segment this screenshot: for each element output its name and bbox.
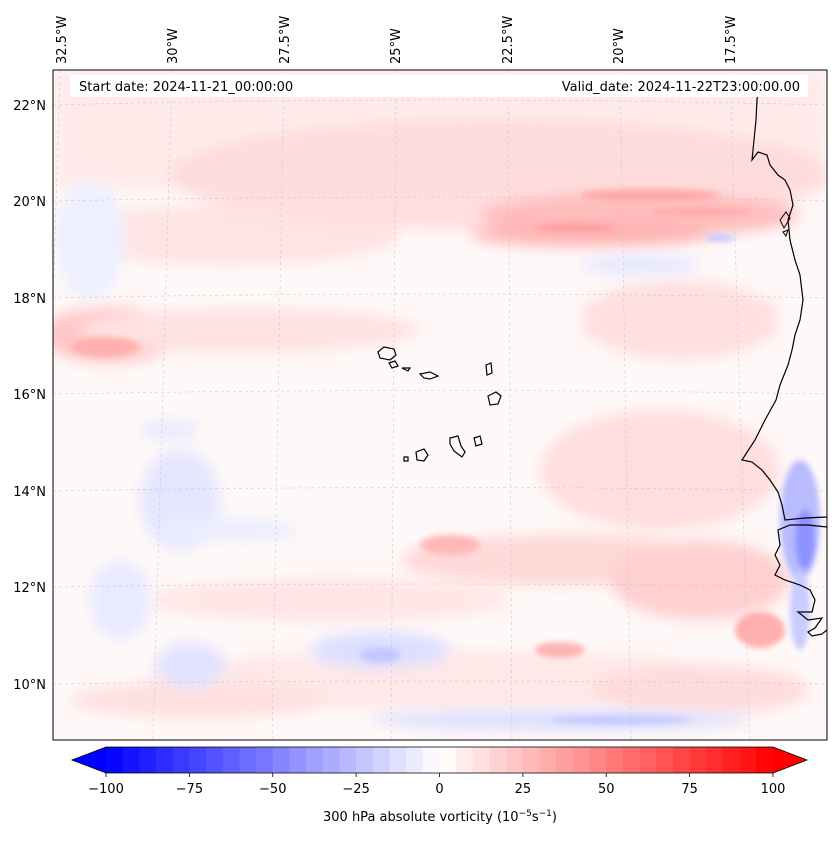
colorbar-label-unit: s (532, 810, 539, 825)
colorbar-cell (222, 747, 240, 773)
colorbar-cell (706, 747, 724, 773)
colorbar-cell (472, 747, 491, 773)
lon-label-17-5w: 17.5°W (724, 16, 739, 64)
colorbar-cell (239, 747, 257, 773)
colorbar-tick-label: −50 (259, 782, 286, 797)
colorbar-tick-label: 0 (435, 782, 443, 797)
colorbar-tick-label: −75 (176, 782, 203, 797)
colorbar-label-exp2: −1 (539, 809, 552, 819)
colorbar-label-exp1: −5 (519, 809, 532, 819)
colorbar-cell (656, 747, 674, 773)
lat-label-22n: 22°N (13, 99, 46, 114)
colorbar-cell (272, 747, 290, 773)
island-santiago (449, 435, 466, 458)
colorbar-cell (289, 747, 307, 773)
map-panel: Start date: 2024-11-21_00:00:00 Valid_da… (53, 70, 827, 740)
colorbar-tick-label: 100 (761, 782, 786, 797)
african-coastline (741, 74, 827, 637)
colorbar-cell (189, 747, 207, 773)
island-sal (485, 362, 493, 376)
colorbar-cell (156, 747, 174, 773)
colorbar-tick-label: 50 (598, 782, 615, 797)
island-sao-nicolau (418, 371, 440, 380)
island-santo-antao (377, 346, 397, 361)
colorbar-cell (372, 747, 390, 773)
colorbar-cell (506, 747, 524, 773)
colorbar-tick-label: −100 (88, 782, 124, 797)
colorbar-tick-label: 75 (681, 782, 698, 797)
lat-label-14n: 14°N (13, 485, 46, 500)
colorbar-cell (722, 747, 741, 773)
valid-date-label: Valid_date: 2024-11-22T23:00:00.00 (562, 80, 800, 95)
colorbar-cell (522, 747, 541, 773)
colorbar-cell (172, 747, 190, 773)
island-sao-vicente (388, 360, 399, 369)
cabo-verde-islands (377, 346, 502, 462)
lon-label-27-5w: 27.5°W (278, 16, 293, 64)
lat-label-20n: 20°N (13, 195, 46, 210)
colorbar-cell (689, 747, 707, 773)
lat-label-16n: 16°N (13, 388, 46, 403)
colorbar-cell (556, 747, 574, 773)
colorbar-cell (756, 747, 774, 773)
lon-label-25w: 25°W (389, 28, 404, 64)
lon-label-20w: 20°W (612, 28, 627, 64)
colorbar-extend-max (773, 747, 807, 773)
island-brava (403, 456, 409, 462)
colorbar-extend-min (72, 747, 106, 773)
colorbar-cell (422, 747, 440, 773)
colorbar-cell (572, 747, 591, 773)
colorbar-cell (406, 747, 424, 773)
negative-vorticity-broad (55, 180, 750, 730)
colorbar-cell (356, 747, 374, 773)
colorbar-cell (206, 747, 224, 773)
latitude-labels: 22°N 20°N 18°N 16°N 14°N 12°N 10°N (13, 99, 46, 693)
colorbar-label: 300 hPa absolute vorticity (10−5s−1) (323, 809, 557, 825)
colorbar-label-close: ) (552, 810, 557, 825)
graticule (53, 70, 827, 740)
colorbar-cell (539, 747, 557, 773)
island-maio (473, 435, 483, 447)
colorbar-label-text: 300 hPa absolute vorticity (10 (323, 810, 519, 825)
lat-label-12n: 12°N (13, 581, 46, 596)
colorbar-cell (256, 747, 274, 773)
colorbar-cell (739, 747, 757, 773)
island-santa-luzia (401, 367, 412, 372)
valid-date-box (300, 75, 808, 97)
colorbar-cell (606, 747, 624, 773)
colorbar-cell (456, 747, 474, 773)
colorbar-cell (639, 747, 657, 773)
start-date-label: Start date: 2024-11-21_00:00:00 (79, 80, 293, 95)
colorbar-cell (439, 747, 457, 773)
island-boa-vista (487, 391, 502, 406)
lon-label-32-5w: 32.5°W (55, 16, 70, 64)
start-date-box (70, 75, 320, 97)
colorbar-cell (622, 747, 641, 773)
colorbar-cell (139, 747, 157, 773)
lon-label-22-5w: 22.5°W (501, 16, 516, 64)
colorbar-cells (72, 747, 807, 773)
colorbar-cell (106, 747, 124, 773)
colorbar-cell (322, 747, 340, 773)
colorbar-cell (672, 747, 691, 773)
island-fogo (415, 448, 429, 462)
colorbar-cell (489, 747, 507, 773)
colorbar-tick-label: 25 (515, 782, 532, 797)
colorbar-cell (589, 747, 607, 773)
longitude-labels: 32.5°W 30°W 27.5°W 25°W 22.5°W 20°W 17.5… (55, 16, 739, 64)
colorbar: −100 −75 −50 −25 0 25 50 75 100 300 hPa absolute… (70, 746, 809, 825)
colorbar-cell (339, 747, 357, 773)
lat-label-10n: 10°N (13, 678, 46, 693)
colorbar-tick-label: −25 (342, 782, 369, 797)
colorbar-cell (389, 747, 407, 773)
colorbar-cell (306, 747, 324, 773)
coast-islets (779, 211, 791, 238)
vorticity-streaks (70, 189, 785, 725)
lon-label-30w: 30°W (166, 28, 181, 64)
colorbar-ticks: −100 −75 −50 −25 0 25 50 75 100 (88, 773, 785, 797)
map-frame (52, 69, 828, 741)
lat-label-18n: 18°N (13, 292, 46, 307)
colorbar-cell (122, 747, 140, 773)
